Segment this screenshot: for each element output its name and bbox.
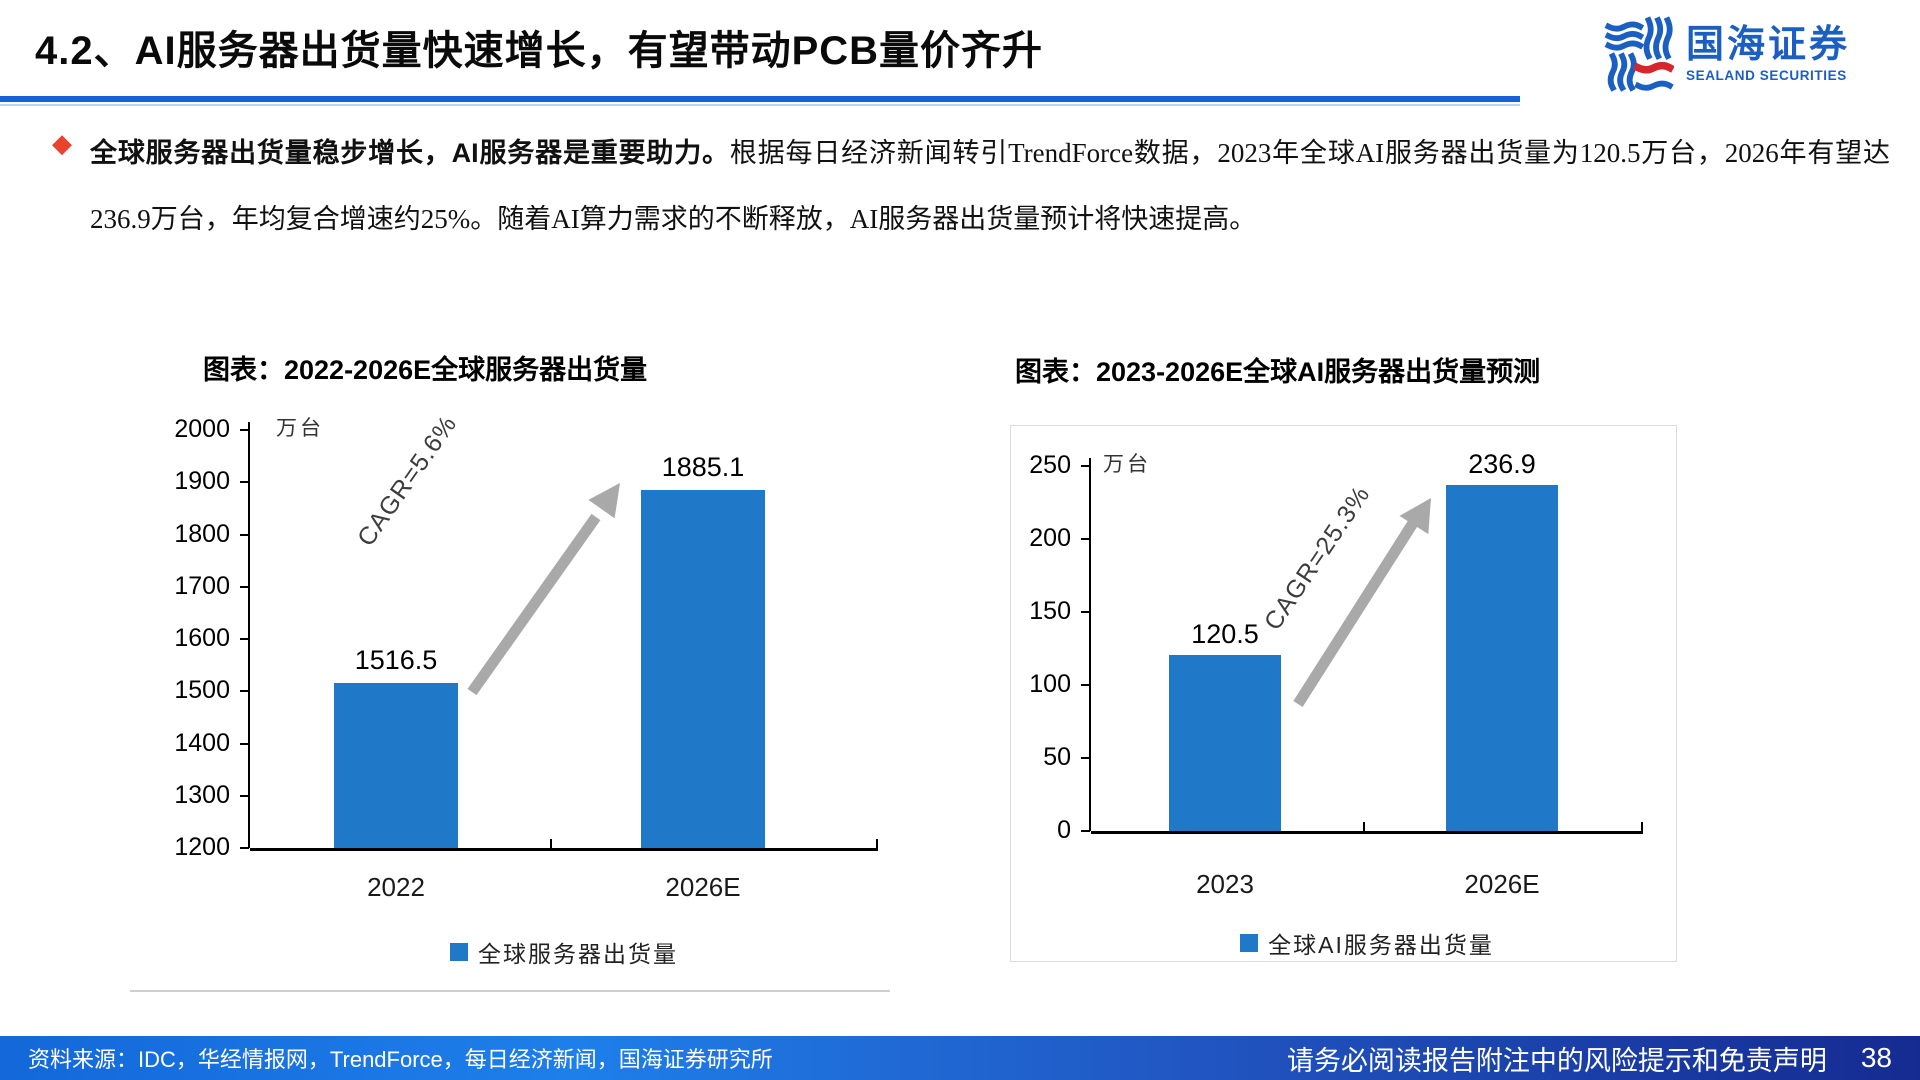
- y-axis-unit-label: 万台: [1103, 453, 1151, 476]
- x-axis-category-label: 2026E: [1464, 869, 1540, 899]
- y-axis-tick-label: 0: [1057, 816, 1071, 844]
- y-axis-tick-label: 1200: [174, 833, 230, 861]
- x-axis-tick: [550, 839, 552, 848]
- bar-value-label: 1516.5: [354, 644, 438, 675]
- y-axis-tick-label: 50: [1043, 743, 1071, 771]
- left-chart-panel: CAGR=5.6% 全球服务器出货量 2000 1900 1800 1700 1600 1…: [130, 400, 890, 992]
- legend-label: 全球AI服务器出货量: [1268, 932, 1494, 958]
- company-logo: 国海证券 SEALAND SECURITIES: [1600, 16, 1850, 92]
- footer-source-text: 资料来源：IDC，华经情报网，TrendForce，每日经济新闻，国海证券研究所: [28, 1047, 773, 1072]
- y-axis-tick: [240, 585, 249, 588]
- cagr-arrow-left: CAGR=5.6%: [352, 410, 620, 696]
- left-chart-title: 图表：2022-2026E全球服务器出货量: [203, 355, 648, 385]
- arrow-head-icon: [588, 483, 620, 519]
- y-axis-tick-label: 150: [1029, 597, 1071, 625]
- y-axis-tick: [1081, 465, 1090, 467]
- y-axis-tick: [240, 638, 249, 640]
- legend-label: 全球服务器出货量: [478, 941, 678, 967]
- x-axis-category-label: 2022: [367, 872, 425, 902]
- header-divider: [0, 96, 1520, 102]
- y-axis-tick: [240, 794, 249, 797]
- bar-2026E: [1446, 485, 1558, 831]
- y-axis-tick: [240, 429, 249, 431]
- x-axis-tick: [876, 839, 878, 848]
- y-axis-tick: [240, 533, 249, 536]
- right-chart-title: 图表：2023-2026E全球AI服务器出货量预测: [1015, 357, 1541, 387]
- y-axis-tick-label: 250: [1029, 451, 1071, 479]
- y-axis-tick: [1081, 611, 1090, 613]
- bar-2022: [334, 682, 458, 848]
- y-axis-tick: [1081, 757, 1090, 759]
- footer-bar: 资料来源：IDC，华经情报网，TrendForce，每日经济新闻，国海证券研究所…: [0, 1036, 1920, 1080]
- legend-swatch-icon: [450, 943, 468, 961]
- x-axis-line: [250, 848, 878, 851]
- y-axis-tick: [240, 481, 249, 484]
- y-axis-tick-label: 1800: [174, 519, 230, 548]
- footer-page-number: 38: [1860, 1042, 1892, 1073]
- arrow-head-icon: [1399, 498, 1431, 535]
- cagr-arrow-right: CAGR=25.3%: [1259, 481, 1431, 707]
- sealand-logo-icon: [1604, 16, 1674, 92]
- summary-lead-bold: 全球服务器出货量稳步增长，AI服务器是重要助力。: [90, 138, 730, 168]
- y-axis-line: [1089, 458, 1091, 831]
- bar-2023: [1169, 655, 1281, 831]
- y-axis-tick-label: 1700: [174, 571, 230, 600]
- header-divider-light: [0, 104, 1520, 106]
- y-axis-line: [248, 422, 250, 848]
- x-axis-category-label: 2026E: [665, 872, 741, 902]
- y-axis-unit-label: 万台: [276, 417, 324, 440]
- y-axis-tick: [1081, 830, 1090, 832]
- y-axis-tick: [240, 690, 249, 693]
- x-axis-tick: [1363, 822, 1365, 831]
- bar-value-label: 120.5: [1191, 619, 1259, 650]
- footer-disclaimer-text: 请务必阅读报告附注中的风险提示和免责声明: [1286, 1045, 1827, 1076]
- y-axis-tick-label: 1300: [174, 780, 230, 809]
- y-axis-tick-label: 1900: [174, 467, 230, 496]
- y-axis-tick-label: 1600: [174, 624, 230, 652]
- x-axis-category-label: 2023: [1196, 869, 1254, 899]
- logo-name-cn: 国海证券: [1686, 23, 1851, 66]
- summary-paragraph: 全球服务器出货量稳步增长，AI服务器是重要助力。根据每日经济新闻转引TrendF…: [90, 120, 1890, 252]
- cagr-label-left: CAGR=5.6%: [352, 410, 463, 551]
- y-axis-tick: [240, 847, 249, 849]
- y-axis-tick: [1081, 538, 1090, 540]
- left-chart-legend: 全球服务器出货量: [250, 935, 878, 969]
- page-title: 4.2、AI服务器出货量快速增长，有望带动PCB量价齐升: [35, 29, 1044, 73]
- y-axis-tick-label: 100: [1029, 670, 1071, 698]
- legend-swatch-icon: [1240, 934, 1259, 952]
- bar-value-label: 236.9: [1468, 449, 1536, 480]
- y-axis-tick-label: 200: [1029, 524, 1071, 552]
- y-axis-tick-label: 1400: [174, 728, 230, 757]
- bar-value-label: 1885.1: [661, 452, 745, 483]
- logo-name-en: SEALAND SECURITIES: [1686, 67, 1847, 83]
- y-axis-tick-label: 2000: [174, 415, 230, 443]
- x-axis-tick: [1641, 822, 1643, 831]
- right-chart-legend: 全球AI服务器出货量: [1091, 926, 1643, 960]
- right-chart-panel: CAGR=25.3% 全球AI服务器出货量 250 200 150 100 50 0 万台 1…: [1010, 425, 1677, 962]
- y-axis-tick-label: 1500: [174, 676, 230, 705]
- footer-right-group: 请务必阅读报告附注中的风险提示和免责声明 38: [1287, 1039, 1892, 1078]
- y-axis-tick: [1081, 684, 1090, 686]
- y-axis-tick: [240, 742, 249, 745]
- summary-body-text: 根据每日经济新闻转引TrendForce数据，2023年全球AI服务器出货量为1…: [90, 138, 1891, 234]
- x-axis-line: [1091, 831, 1643, 834]
- bullet-diamond-icon: ◆: [52, 128, 72, 158]
- bar-2026E: [641, 490, 765, 848]
- logo-text: 国海证券 SEALAND SECURITIES: [1686, 26, 1850, 83]
